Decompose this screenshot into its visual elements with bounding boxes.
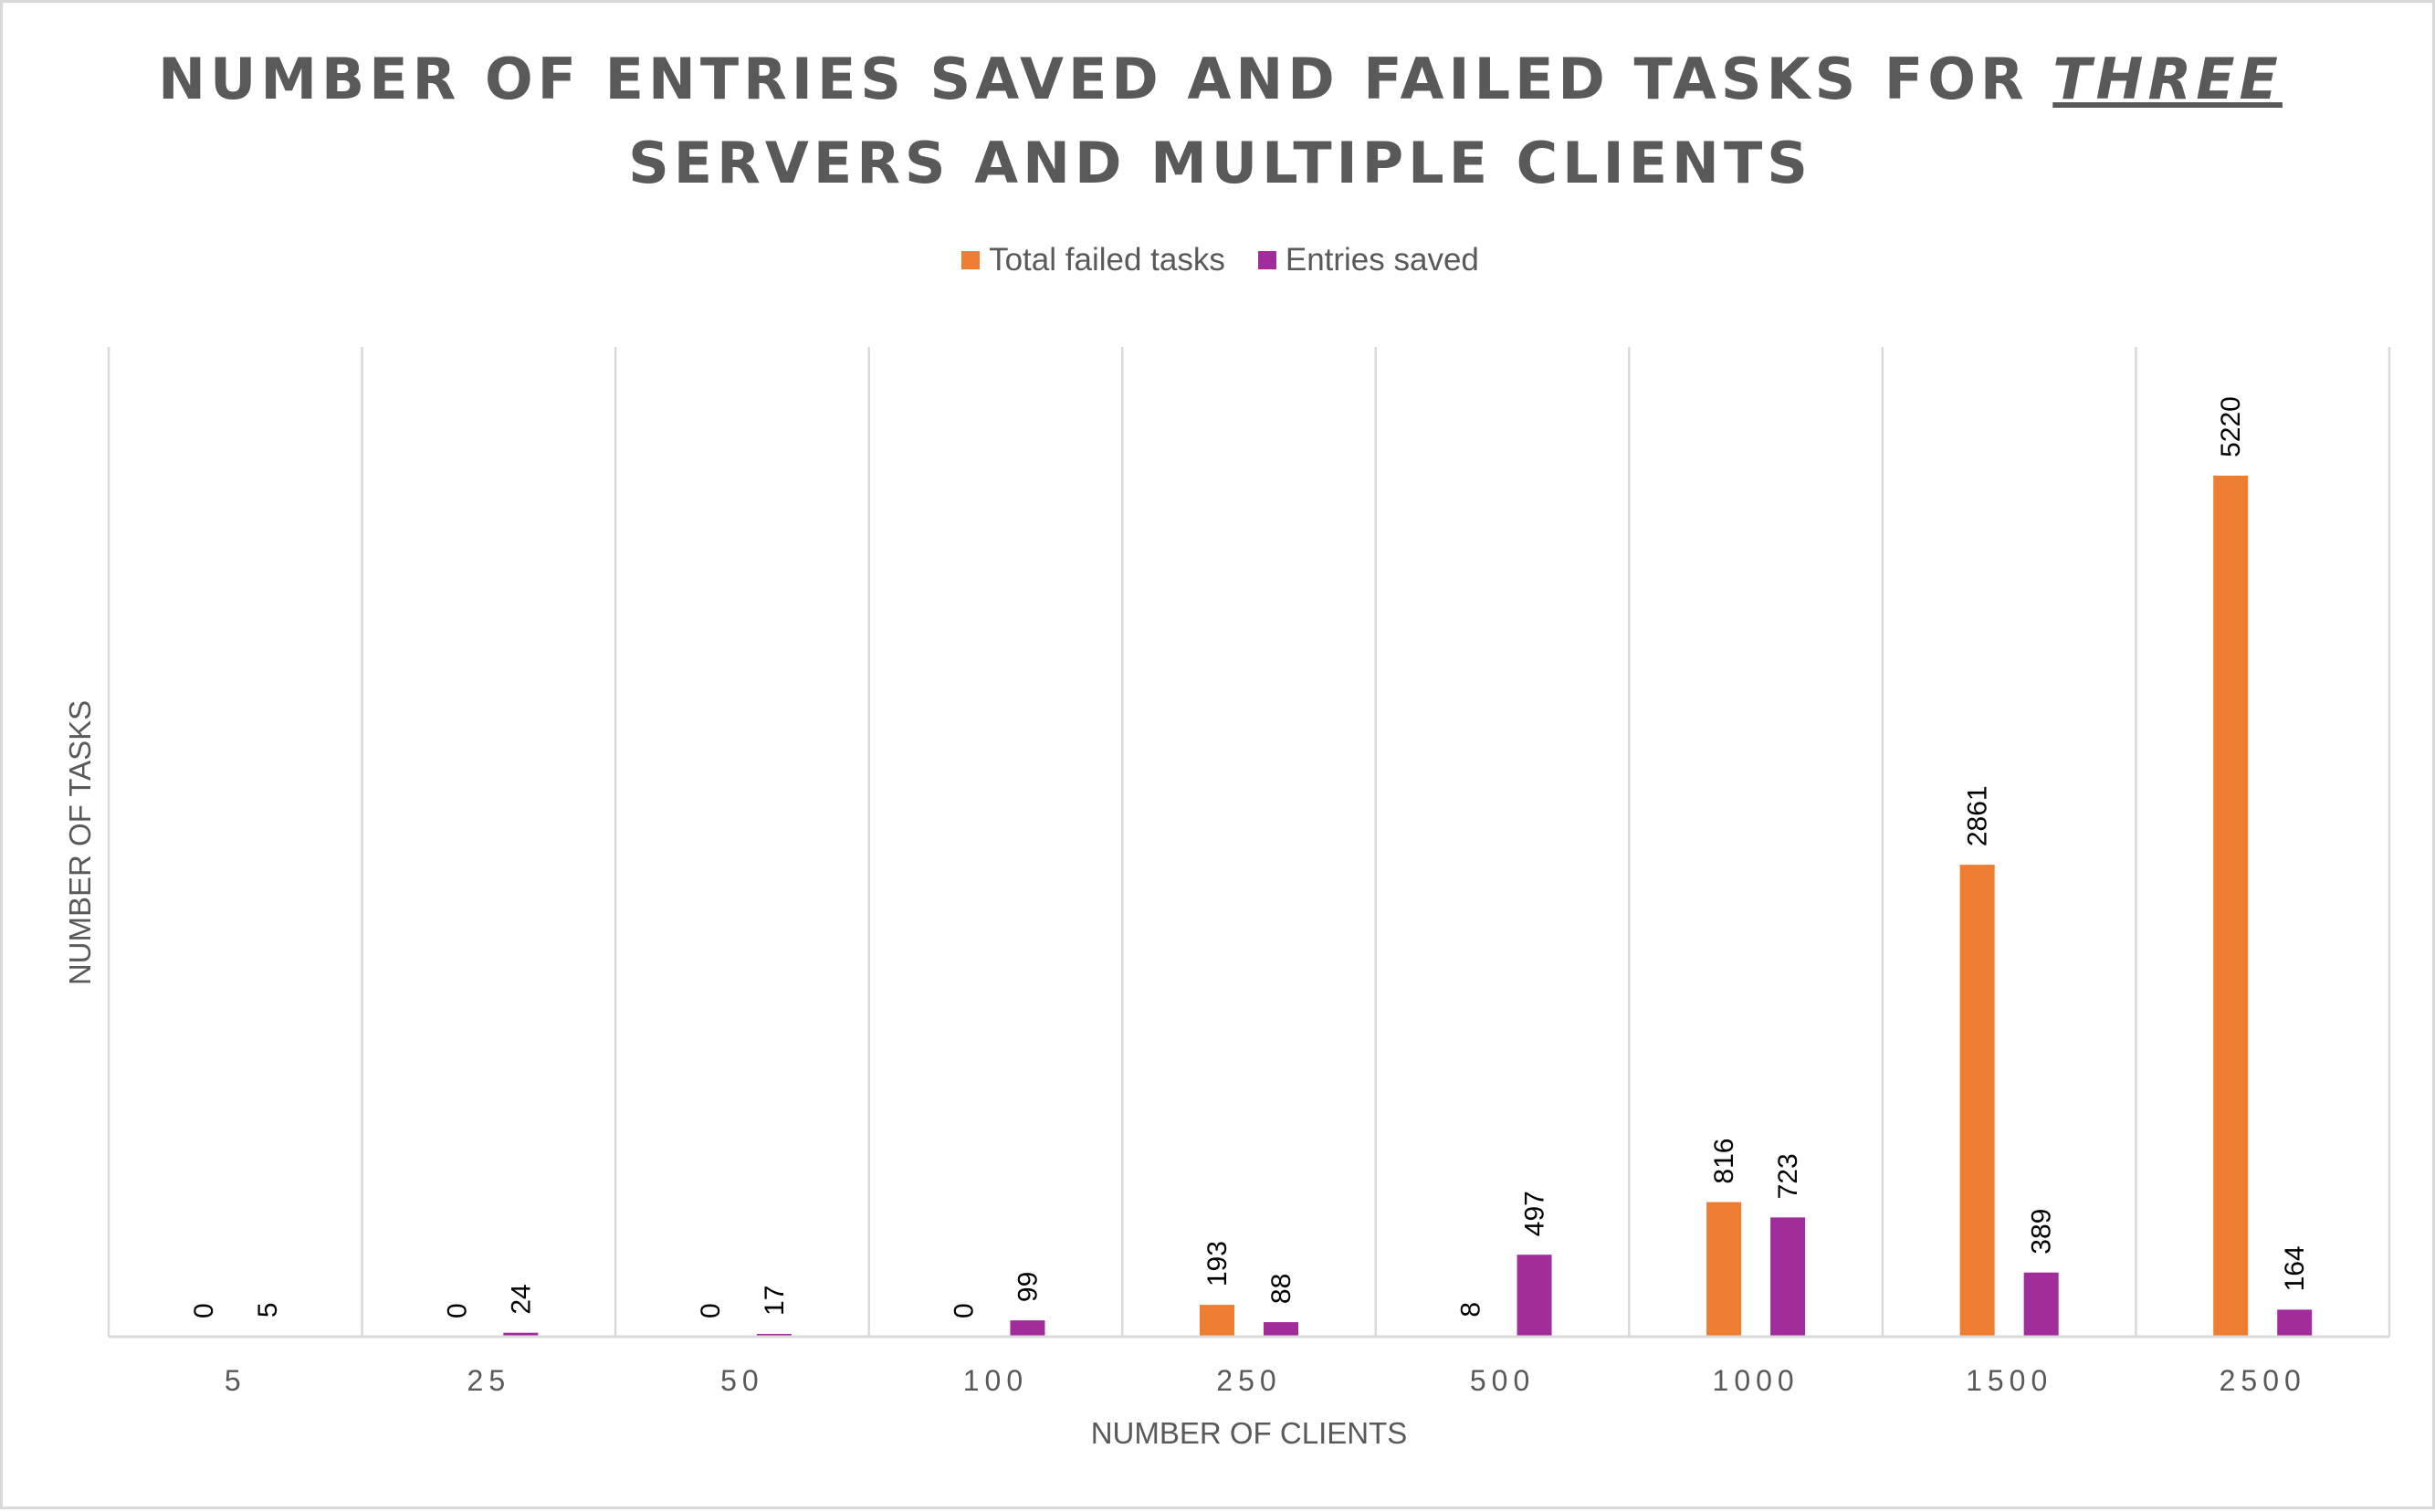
chart-title-part-1: NUMBER OF ENTRIES SAVED AND FAILED TASKS… (158, 46, 2053, 112)
bar-entries-saved-50 (756, 1333, 792, 1337)
x-tick-label-25: 25 (467, 1364, 511, 1397)
x-axis-label: NUMBER OF CLIENTS (1090, 1416, 1408, 1450)
chart-title: NUMBER OF ENTRIES SAVED AND FAILED TASKS… (3, 37, 2435, 205)
data-label-entries-saved-5: 5 (253, 1302, 283, 1318)
legend-item-failed-tasks: Total failed tasks (961, 242, 1225, 278)
data-label-failed-tasks-500: 8 (1456, 1302, 1486, 1318)
data-label-failed-tasks-1500: 2861 (1963, 785, 1993, 846)
data-label-entries-saved-2500: 164 (2280, 1245, 2310, 1291)
bar-entries-saved-25 (503, 1332, 539, 1337)
data-label-entries-saved-1000: 723 (1773, 1153, 1803, 1199)
data-label-entries-saved-50: 17 (760, 1286, 790, 1316)
legend-swatch-entries-saved (1257, 251, 1276, 269)
bar-failed-tasks-1000 (1706, 1202, 1742, 1337)
x-tick-label-500: 500 (1470, 1364, 1535, 1397)
data-label-entries-saved-1500: 389 (2027, 1209, 2057, 1255)
x-tick-label-1000: 1000 (1713, 1364, 1800, 1397)
x-tick-label-5: 5 (225, 1364, 247, 1397)
bar-failed-tasks-250 (1200, 1305, 1234, 1337)
chart-title-emphasis: THREE (2052, 46, 2283, 112)
data-label-entries-saved-500: 497 (1520, 1191, 1550, 1236)
legend-item-entries-saved: Entries saved (1257, 242, 1479, 278)
x-tick-label-100: 100 (963, 1364, 1028, 1397)
legend-swatch-failed-tasks (961, 251, 981, 269)
data-label-entries-saved-250: 88 (1266, 1274, 1296, 1304)
bar-entries-saved-100 (1010, 1320, 1045, 1337)
chart-title-line-2: SERVERS AND MULTIPLE CLIENTS (628, 130, 1812, 196)
bar-entries-saved-1500 (2023, 1272, 2059, 1337)
data-label-entries-saved-25: 24 (506, 1284, 536, 1314)
bar-failed-tasks-1500 (1959, 865, 1995, 1337)
data-label-failed-tasks-50: 0 (696, 1303, 726, 1318)
data-label-failed-tasks-5: 0 (189, 1303, 219, 1318)
bar-entries-saved-250 (1264, 1322, 1298, 1337)
x-tick-label-1500: 1500 (1966, 1364, 2052, 1397)
data-label-failed-tasks-25: 0 (442, 1303, 472, 1318)
legend-label-entries-saved: Entries saved (1285, 242, 1479, 278)
data-label-entries-saved-100: 99 (1013, 1272, 1043, 1302)
x-tick-label-250: 250 (1216, 1364, 1281, 1397)
chart-legend: Total failed tasks Entries saved (3, 242, 2435, 278)
bar-entries-saved-2500 (2277, 1309, 2313, 1337)
data-label-failed-tasks-1000: 816 (1709, 1139, 1739, 1184)
x-tick-label-50: 50 (720, 1364, 764, 1397)
data-label-failed-tasks-250: 193 (1202, 1241, 1233, 1286)
x-tick-label-2500: 2500 (2220, 1364, 2306, 1397)
legend-label-failed-tasks: Total failed tasks (989, 242, 1225, 278)
chart-title-line-1: NUMBER OF ENTRIES SAVED AND FAILED TASKS… (3, 37, 2435, 121)
data-label-failed-tasks-100: 0 (949, 1303, 979, 1318)
y-axis-label: NUMBER OF TASKS (63, 699, 97, 986)
bar-entries-saved-500 (1517, 1255, 1552, 1337)
data-label-failed-tasks-2500: 5220 (2216, 396, 2246, 457)
bar-entries-saved-1000 (1770, 1217, 1806, 1337)
bar-failed-tasks-2500 (2213, 475, 2249, 1337)
